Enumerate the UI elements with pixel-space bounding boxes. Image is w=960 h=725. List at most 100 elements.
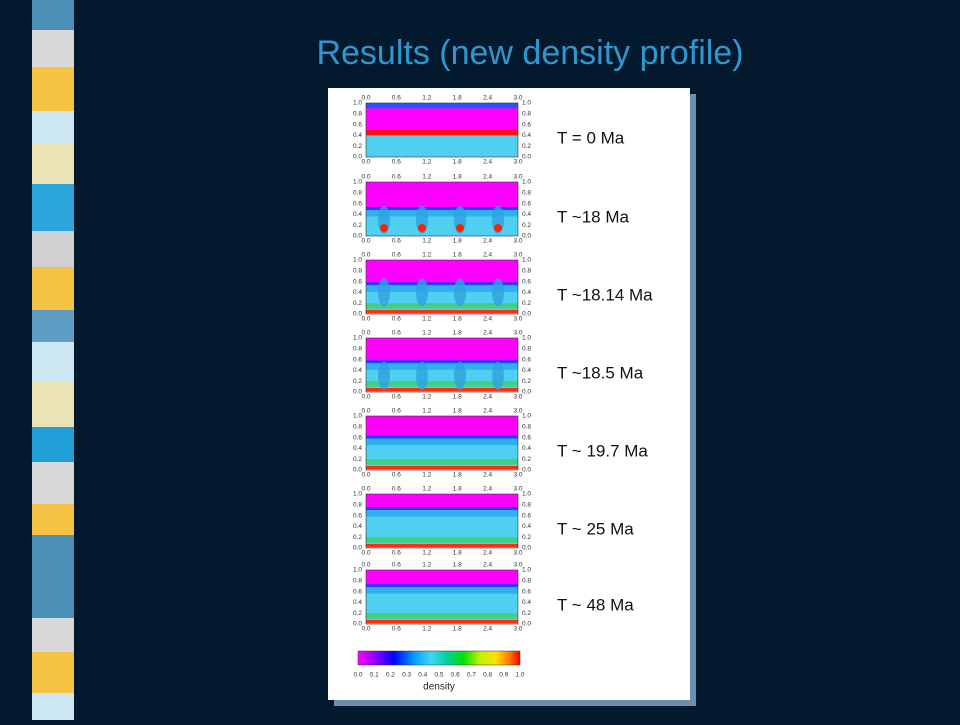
x-tick-label: 0.6 [392,626,401,633]
x-tick-label: 0.6 [392,238,401,245]
y-tick-label: 1.0 [522,100,531,107]
y-tick-label: 0.2 [522,456,531,463]
frame [365,102,519,158]
field [366,182,518,209]
panel-label: T ~18.5 Ma [557,363,644,382]
y-tick-label: 0.4 [353,445,362,452]
field [366,537,518,543]
panel-label: T ~18 Ma [557,207,630,226]
y-tick-label: 0.6 [353,434,362,441]
panel: 0.00.00.60.61.21.21.81.82.42.43.03.01.0 1… [353,330,644,401]
x-tick-label: 0.0 [361,316,370,323]
y-tick-label: 1.0 [522,335,531,342]
x-tick-label: 2.4 [483,550,492,557]
field [366,130,518,136]
x-tick-label: 3.0 [513,252,522,259]
y-tick-label: 0.0 [353,389,362,396]
y-tick-label: 0.6 [522,200,531,207]
x-tick-label: 2.4 [483,238,492,245]
stripe [32,0,74,30]
x-tick-label: 1.2 [422,550,431,557]
y-tick-label: 0.2 [522,378,531,385]
x-tick-label: 0.6 [392,159,401,166]
y-tick-label: 0.8 [353,268,362,275]
x-tick-label: 1.8 [453,95,462,102]
y-tick-label: 0.0 [522,621,531,628]
x-tick-label: 2.4 [483,486,492,493]
x-tick-label: 0.0 [361,626,370,633]
x-tick-label: 1.8 [453,330,462,337]
y-tick-label: 0.6 [353,278,362,285]
y-tick-label: 0.2 [522,143,531,150]
x-tick-label: 1.2 [422,238,431,245]
colorbar-tick-label: 0.7 [467,672,476,679]
field [366,207,518,210]
x-tick-label: 0.6 [392,252,401,259]
x-tick-label: 0.6 [392,486,401,493]
colorbar-tick-label: 0.8 [483,672,492,679]
x-tick-label: 1.8 [453,159,462,166]
y-tick-label: 0.0 [522,233,531,240]
x-tick-label: 1.2 [422,330,431,337]
stripe [32,652,74,693]
y-tick-label: 0.2 [522,222,531,229]
x-tick-label: 0.6 [392,472,401,479]
y-tick-label: 0.4 [522,289,531,296]
x-tick-label: 0.6 [392,174,401,181]
y-tick-label: 1.0 [522,491,531,498]
field [366,363,518,370]
stripe [32,504,74,535]
frame [365,181,519,237]
x-tick-label: 1.8 [453,550,462,557]
stripe [32,618,74,652]
field [366,620,518,623]
field [366,232,518,235]
x-tick-label: 1.8 [453,394,462,401]
panel: 0.00.00.60.61.21.21.81.82.42.43.03.01.0 1… [353,95,625,166]
y-tick-label: 0.8 [353,346,362,353]
stripe [32,427,74,462]
y-tick-label: 0.0 [353,311,362,318]
field [366,466,518,469]
panel: 0.00.00.60.61.21.21.81.82.42.43.03.01.0 1… [353,252,653,323]
field [366,438,518,446]
y-tick-label: 0.2 [353,300,362,307]
y-tick-label: 0.0 [353,154,362,161]
field [366,260,518,285]
y-tick-label: 0.0 [353,233,362,240]
panel: 0.00.00.60.61.21.21.81.82.42.43.03.01.0 1… [353,562,634,633]
panel-label: T ~ 19.7 Ma [557,441,648,460]
x-tick-label: 0.6 [392,550,401,557]
y-tick-label: 0.4 [353,367,362,374]
y-tick-label: 0.4 [522,211,531,218]
panels: 0.00.00.60.61.21.21.81.82.42.43.03.01.0 1… [353,95,653,633]
y-tick-label: 0.8 [522,111,531,118]
x-tick-label: 3.0 [513,95,522,102]
stripe [32,310,74,342]
colorbar [357,650,521,666]
y-tick-label: 0.6 [353,588,362,595]
plume [416,278,428,307]
colorbar-tick-label: 0.6 [451,672,460,679]
x-tick-label: 3.0 [513,408,522,415]
panel-label: T ~ 25 Ma [557,519,634,538]
y-tick-label: 0.0 [522,467,531,474]
y-tick-label: 1.0 [353,257,362,264]
y-tick-label: 1.0 [353,567,362,574]
y-tick-label: 0.4 [522,599,531,606]
x-tick-label: 1.8 [453,626,462,633]
field [366,613,518,619]
y-tick-label: 0.8 [522,346,531,353]
y-tick-label: 0.2 [522,300,531,307]
x-tick-label: 1.2 [422,174,431,181]
x-tick-label: 3.0 [513,316,522,323]
y-tick-label: 0.2 [353,222,362,229]
plume-head [380,224,388,232]
x-tick-label: 3.0 [513,486,522,493]
y-tick-label: 1.0 [522,567,531,574]
x-tick-label: 2.4 [483,95,492,102]
field [366,285,518,292]
x-tick-label: 1.2 [422,252,431,259]
y-tick-label: 0.4 [522,132,531,139]
y-tick-label: 0.6 [353,512,362,519]
